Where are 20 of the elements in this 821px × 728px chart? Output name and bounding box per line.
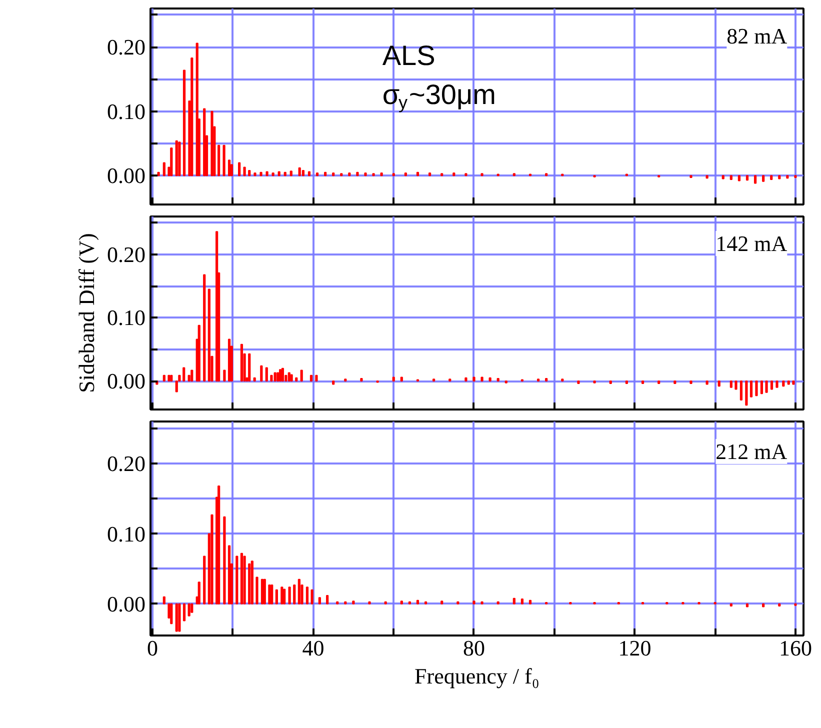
y-tick-label: 0.00 [107,368,146,394]
y-tick-label: 0.10 [107,521,146,546]
annotation: ALS [382,40,436,72]
annotation: 82 mA [726,23,788,48]
y-tick-label: 0.00 [107,163,146,188]
annotation: 212 mA [716,438,788,464]
y-tick-label: 0.20 [107,34,146,60]
x-tick-label: 40 [302,636,324,660]
x-tick-label: 120 [618,636,652,660]
y-axis-title: Sideband Diff (V) [74,233,99,393]
x-tick-label: 80 [462,636,485,660]
y-tick-label: 0.20 [107,242,146,267]
y-tick-label: 0.20 [107,451,146,476]
x-tick-label: 160 [778,636,812,660]
y-tick-label: 0.00 [107,591,146,616]
y-tick-label: 0.10 [107,98,146,124]
x-tick-label: 0 [147,636,158,660]
x-axis-title: Frequency / f₀ [414,664,540,688]
annotation: 142 mA [716,231,788,256]
y-tick-label: 0.10 [107,305,146,330]
